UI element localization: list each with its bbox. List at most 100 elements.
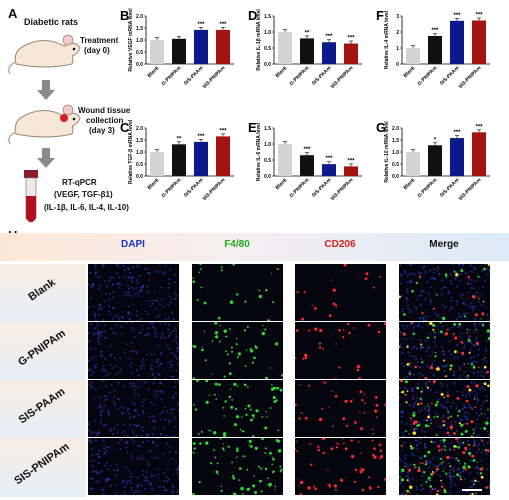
micrograph-f480 — [192, 380, 283, 437]
x-tick-label: Blank — [275, 177, 289, 191]
y-tick-label: 1.5 — [136, 138, 143, 144]
significance-label: * — [434, 137, 437, 143]
x-tick-label: Blank — [275, 65, 289, 79]
bar — [194, 141, 208, 176]
bar — [406, 48, 420, 64]
micrograph-dapi — [88, 438, 179, 495]
y-tick-label: 0.5 — [136, 162, 143, 168]
y-tick-label: 1.0 — [264, 142, 271, 148]
bar — [172, 38, 186, 64]
bar — [216, 29, 230, 65]
x-tick-label: Blank — [147, 65, 161, 79]
significance-label: *** — [431, 28, 439, 34]
y-tick-label: 1.5 — [264, 14, 271, 20]
micrograph-f480 — [192, 322, 283, 379]
significance-label: *** — [325, 34, 333, 40]
y-axis-label: Relative VEGF mRNA level — [128, 8, 134, 72]
y-tick-label: 1.5 — [264, 126, 271, 132]
micrograph-f480 — [192, 438, 283, 495]
panel-letter: G — [376, 120, 386, 135]
x-tick-label: SIS-PAAm — [439, 65, 461, 87]
y-tick-label: 0.0 — [392, 174, 399, 180]
micrograph-merge — [399, 380, 490, 437]
y-tick-label: 0.0 — [264, 174, 271, 180]
x-tick-label: SIS-PNIPAm — [202, 177, 227, 202]
significance-label: *** — [325, 156, 333, 162]
y-tick-label: 1.0 — [136, 150, 143, 156]
y-tick-label: 1.5 — [136, 26, 143, 32]
y-axis-label: Relative IL-10 mRNA level — [384, 121, 390, 183]
significance-label: *** — [347, 36, 355, 42]
x-tick-label: G-PNIPAm — [161, 65, 183, 87]
x-tick-label: G-PNIPAm — [417, 177, 439, 199]
micrograph-merge — [399, 264, 490, 321]
bar — [322, 42, 336, 64]
x-tick-label: SIS-PAAm — [183, 177, 205, 199]
x-tick-label: SIS-PNIPAm — [202, 65, 227, 90]
significance-label: *** — [219, 22, 227, 28]
y-tick-label: 0.5 — [264, 158, 271, 164]
step2-line2: collection — [86, 116, 124, 125]
significance-label: *** — [197, 134, 205, 140]
panel-h-header-band — [0, 233, 509, 261]
step3-line2: (VEGF, TGF-β1) — [54, 190, 113, 199]
step3-line3: (IL-1β, IL-6, IL-4, IL-10) — [44, 203, 129, 212]
y-tick-label: 0 — [396, 62, 399, 68]
bar — [450, 20, 464, 64]
column-header-cd206: CD206 — [324, 239, 356, 250]
significance-label: *** — [303, 147, 311, 153]
x-tick-label: SIS-PNIPAm — [330, 65, 355, 90]
x-tick-label: SIS-PNIPAm — [458, 177, 483, 202]
x-tick-label: G-PNIPAm — [289, 177, 311, 199]
bar-chart-f: F Relative IL-4 mRNA level 0 1 2 3 Blank *** G-P… — [376, 8, 490, 90]
x-tick-label: Blank — [403, 177, 417, 191]
step3-line1: RT-qPCR — [62, 178, 97, 187]
arrow-down-icon — [37, 148, 55, 168]
x-tick-label: G-PNIPAm — [417, 65, 439, 87]
y-tick-label: 2.0 — [136, 126, 143, 132]
bar-chart-e: E Relative IL-6 mRNA level 0.0 0.5 1.0 1.5 Bla… — [248, 120, 362, 202]
panel-letter: D — [248, 8, 257, 23]
micrograph-dapi — [88, 322, 179, 379]
x-tick-label: SIS-PAAm — [439, 177, 461, 199]
panel-letter: C — [120, 120, 130, 135]
bar — [322, 164, 336, 176]
micrograph-cd206 — [295, 438, 386, 495]
row-label-sis-paam: SIS-PAAm — [0, 380, 86, 439]
x-tick-label: SIS-PAAm — [311, 65, 333, 87]
y-tick-label: 1.5 — [392, 138, 399, 144]
y-tick-label: 1.0 — [392, 150, 399, 156]
micrograph-cd206 — [295, 380, 386, 437]
arrow-down-icon — [37, 80, 55, 100]
micrograph-dapi — [88, 380, 179, 437]
significance-label: *** — [453, 130, 461, 136]
column-header-f480: F4/80 — [224, 239, 250, 250]
panel-letter: E — [248, 120, 257, 135]
x-tick-label: SIS-PNIPAm — [330, 177, 355, 202]
micrograph-merge — [399, 438, 490, 495]
scale-bar — [462, 489, 482, 491]
significance-label: *** — [475, 124, 483, 130]
y-tick-label: 2 — [396, 30, 399, 36]
bar — [450, 138, 464, 176]
significance-label: *** — [347, 158, 355, 164]
bar — [406, 152, 420, 176]
x-tick-label: Blank — [147, 177, 161, 191]
step2-line3: (day 3) — [89, 126, 115, 135]
panel-letter: B — [120, 8, 129, 23]
micrograph-dapi — [88, 264, 179, 321]
bar — [194, 29, 208, 65]
x-tick-label: G-PNIPAm — [161, 177, 183, 199]
significance-label: *** — [453, 13, 461, 19]
bar — [278, 32, 292, 64]
bar — [172, 144, 186, 176]
x-tick-label: SIS-PAAm — [183, 65, 205, 87]
micrograph-merge — [399, 322, 490, 379]
significance-label: ** — [305, 30, 310, 36]
panel-a-letter: A — [8, 6, 18, 21]
step2-line1: Wound tissue — [78, 106, 131, 115]
